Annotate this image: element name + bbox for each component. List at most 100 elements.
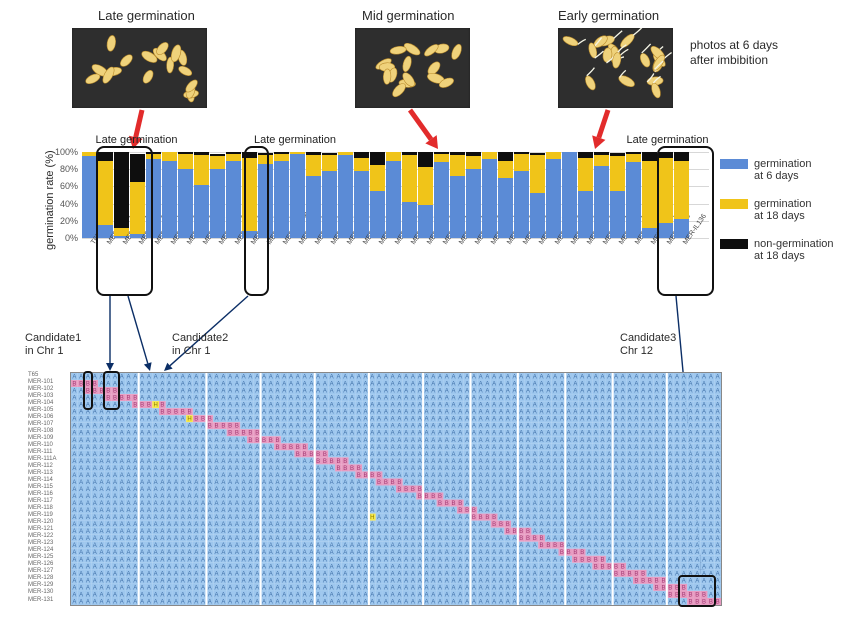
svg-text:A: A <box>99 508 103 514</box>
svg-text:A: A <box>160 522 164 528</box>
svg-text:B: B <box>221 424 225 430</box>
svg-text:A: A <box>661 494 665 500</box>
svg-text:A: A <box>499 424 503 430</box>
svg-text:A: A <box>201 536 205 542</box>
svg-text:A: A <box>573 494 577 500</box>
svg-text:A: A <box>350 501 354 507</box>
svg-text:A: A <box>309 536 313 542</box>
svg-text:A: A <box>689 459 693 465</box>
svg-text:A: A <box>235 473 239 479</box>
svg-text:A: A <box>695 382 699 388</box>
svg-text:A: A <box>675 473 679 479</box>
svg-text:A: A <box>79 417 83 423</box>
svg-text:A: A <box>485 459 489 465</box>
svg-text:A: A <box>93 536 97 542</box>
svg-text:A: A <box>452 480 456 486</box>
svg-text:A: A <box>316 403 320 409</box>
svg-text:A: A <box>709 508 713 514</box>
svg-text:A: A <box>634 494 638 500</box>
svg-text:A: A <box>167 374 171 380</box>
svg-text:A: A <box>641 501 645 507</box>
svg-text:A: A <box>79 501 83 507</box>
svg-text:A: A <box>607 473 611 479</box>
svg-text:A: A <box>431 382 435 388</box>
svg-text:A: A <box>255 389 259 395</box>
svg-text:A: A <box>485 374 489 380</box>
svg-text:A: A <box>235 480 239 486</box>
svg-text:A: A <box>668 487 672 493</box>
svg-text:A: A <box>133 536 137 542</box>
svg-text:A: A <box>106 522 110 528</box>
svg-text:A: A <box>458 473 462 479</box>
svg-text:A: A <box>181 508 185 514</box>
svg-text:A: A <box>438 508 442 514</box>
svg-text:A: A <box>526 508 530 514</box>
svg-text:A: A <box>607 487 611 493</box>
svg-text:A: A <box>391 487 395 493</box>
svg-text:B: B <box>187 410 191 416</box>
heatmap-row-label: MER-122 <box>28 533 56 540</box>
svg-text:A: A <box>330 466 334 472</box>
svg-text:A: A <box>221 396 225 402</box>
svg-text:A: A <box>431 480 435 486</box>
svg-text:A: A <box>248 389 252 395</box>
svg-text:A: A <box>438 410 442 416</box>
svg-text:B: B <box>397 487 401 493</box>
svg-text:A: A <box>364 466 368 472</box>
svg-text:A: A <box>648 543 652 549</box>
svg-text:A: A <box>512 459 516 465</box>
svg-text:A: A <box>567 480 571 486</box>
svg-text:B: B <box>445 501 449 507</box>
svg-text:A: A <box>404 396 408 402</box>
svg-text:A: A <box>675 494 679 500</box>
svg-text:A: A <box>208 459 212 465</box>
svg-text:A: A <box>215 459 219 465</box>
svg-text:A: A <box>418 389 422 395</box>
svg-text:A: A <box>262 417 266 423</box>
svg-text:A: A <box>499 403 503 409</box>
svg-text:A: A <box>86 508 90 514</box>
svg-text:A: A <box>526 445 530 451</box>
svg-text:A: A <box>553 438 557 444</box>
svg-text:A: A <box>479 452 483 458</box>
svg-text:A: A <box>187 403 191 409</box>
svg-text:A: A <box>553 382 557 388</box>
svg-text:A: A <box>479 396 483 402</box>
heatmap-row-label: MER-120 <box>28 519 56 526</box>
svg-text:A: A <box>208 445 212 451</box>
svg-text:A: A <box>594 410 598 416</box>
svg-text:A: A <box>391 424 395 430</box>
svg-text:A: A <box>452 487 456 493</box>
svg-text:A: A <box>343 529 347 535</box>
svg-text:A: A <box>154 508 158 514</box>
svg-text:A: A <box>235 543 239 549</box>
bar-MER-IL112: MER-IL112 <box>290 152 305 238</box>
svg-text:B: B <box>255 431 259 437</box>
svg-text:A: A <box>716 508 720 514</box>
svg-text:A: A <box>201 389 205 395</box>
svg-text:A: A <box>546 466 550 472</box>
svg-text:A: A <box>262 508 266 514</box>
svg-text:A: A <box>282 473 286 479</box>
svg-text:A: A <box>296 480 300 486</box>
svg-text:A: A <box>167 529 171 535</box>
svg-text:A: A <box>316 480 320 486</box>
svg-text:A: A <box>519 543 523 549</box>
svg-text:A: A <box>330 536 334 542</box>
svg-text:A: A <box>86 452 90 458</box>
svg-text:A: A <box>526 515 530 521</box>
svg-text:A: A <box>255 459 259 465</box>
svg-text:A: A <box>689 487 693 493</box>
svg-text:A: A <box>147 374 151 380</box>
svg-text:A: A <box>682 515 686 521</box>
svg-text:A: A <box>357 501 361 507</box>
svg-text:A: A <box>458 494 462 500</box>
svg-text:A: A <box>343 515 347 521</box>
svg-text:A: A <box>580 487 584 493</box>
svg-text:A: A <box>621 466 625 472</box>
svg-text:A: A <box>323 445 327 451</box>
svg-text:A: A <box>303 396 307 402</box>
svg-text:A: A <box>614 417 618 423</box>
svg-text:A: A <box>682 389 686 395</box>
svg-text:A: A <box>364 536 368 542</box>
